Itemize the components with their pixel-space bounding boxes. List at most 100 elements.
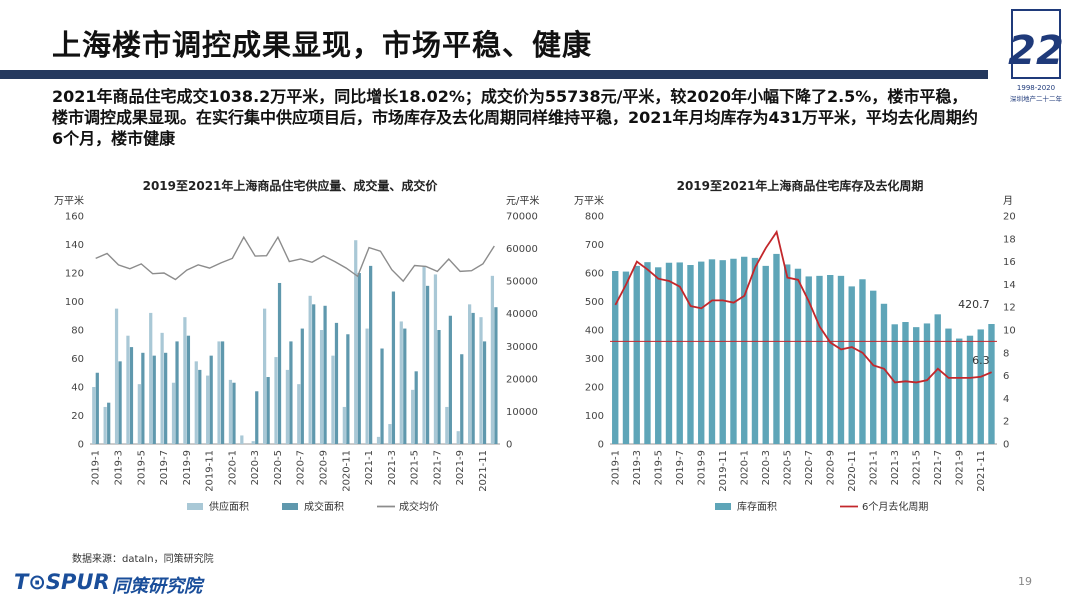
anniversary-logo: 22 1998-2020 深圳地产二十二年 xyxy=(1008,9,1064,103)
c1-bar xyxy=(171,382,176,444)
c2-right-tick: 14 xyxy=(1003,280,1016,291)
c2-x-tick: 2020-3 xyxy=(761,450,772,485)
c1-legend-label: 成交面积 xyxy=(304,500,344,513)
c2-bar xyxy=(633,265,640,445)
c2-bar xyxy=(730,258,737,444)
c1-bar xyxy=(323,305,327,444)
c1-x-tick: 2020-9 xyxy=(318,450,329,485)
c2-left-tick: 800 xyxy=(585,212,604,223)
c1-bar xyxy=(297,384,301,444)
data-source-note: 数据来源：dataln，同策研究院 xyxy=(72,554,214,565)
c1-bar xyxy=(319,330,324,444)
c1-x-tick: 2021-3 xyxy=(387,450,398,485)
c1-left-tick: 120 xyxy=(65,269,84,280)
c1-x-tick: 2020-5 xyxy=(273,450,284,485)
c2-bar xyxy=(870,290,877,444)
inventory-cycle-chart: 万平米 月 0 100 200 300 400 500 600 700 800 0 2 4 6 8 10 12 14… xyxy=(574,194,1016,513)
c2-legend-label: 库存面积 xyxy=(737,500,777,513)
brand-name: 同策研究院 xyxy=(112,576,202,597)
c1-bar xyxy=(490,275,495,444)
c2-bar xyxy=(665,262,673,444)
c2-left-unit: 万平米 xyxy=(574,194,604,207)
c1-bar xyxy=(220,341,225,444)
c1-bar xyxy=(456,431,460,444)
c1-bar xyxy=(331,355,335,444)
c1-x-tick: 2020-1 xyxy=(227,450,238,485)
c1-x-tick: 2020-7 xyxy=(296,450,307,485)
c1-legend-swatch xyxy=(187,503,203,510)
c1-left-tick: 0 xyxy=(78,440,84,451)
c1-bar xyxy=(334,322,339,445)
c2-bar xyxy=(827,275,834,444)
c2-right-tick: 4 xyxy=(1003,394,1009,405)
c2-bar xyxy=(644,262,651,444)
c1-bar xyxy=(460,354,464,444)
c1-right-tick: 20000 xyxy=(506,374,538,385)
logo-caption: 深圳地产二十二年 xyxy=(1010,94,1063,103)
c1-x-tick: 2021-1 xyxy=(364,450,375,485)
c1-bar xyxy=(164,352,168,444)
c1-bar xyxy=(380,348,384,444)
c2-bar xyxy=(751,257,759,444)
c1-bar xyxy=(228,379,233,445)
c1-bar xyxy=(369,265,373,445)
c2-bar xyxy=(676,262,683,444)
c1-bar xyxy=(365,328,369,444)
c1-x-tick: 2019-3 xyxy=(113,450,124,485)
c1-bar xyxy=(300,328,304,444)
c1-bar xyxy=(186,335,191,444)
c2-left-tick: 0 xyxy=(598,440,604,451)
c1-bar xyxy=(422,265,426,445)
c2-x-tick: 2020-9 xyxy=(825,450,836,485)
c1-bar xyxy=(137,384,141,444)
c1-x-tick: 2019-9 xyxy=(182,450,193,485)
c1-bar xyxy=(308,295,312,444)
c1-left-tick: 100 xyxy=(65,297,84,308)
c1-x-tick: 2021-11 xyxy=(478,450,489,492)
c1-x-tick: 2019-7 xyxy=(159,450,170,485)
c2-x-tick: 2021-7 xyxy=(933,450,944,485)
c2-bar xyxy=(741,256,748,444)
c1-bar xyxy=(411,389,415,444)
c1-bar xyxy=(482,341,487,444)
c1-right-tick: 0 xyxy=(506,440,512,451)
c1-bar xyxy=(285,369,290,444)
c1-bar xyxy=(312,304,316,444)
c1-bar xyxy=(175,341,179,444)
c2-left-tick: 400 xyxy=(585,326,604,337)
c1-right-tick: 70000 xyxy=(506,212,538,223)
c1-bar xyxy=(118,361,122,444)
c2-right-tick: 0 xyxy=(1003,440,1009,451)
c1-x-tick: 2019-1 xyxy=(91,450,102,485)
c1-bar xyxy=(209,355,213,444)
c1-bar xyxy=(479,317,483,444)
c1-bar xyxy=(399,321,403,444)
c1-bar xyxy=(289,341,293,444)
c2-bar xyxy=(934,314,941,444)
c2-bar xyxy=(859,279,866,444)
c2-bar xyxy=(719,260,726,444)
c1-bar xyxy=(425,285,430,444)
c2-x-tick: 2021-1 xyxy=(868,450,879,485)
chart2-title: 2019至2021年上海商品住宅库存及去化周期 xyxy=(676,179,924,193)
c2-x-tick: 2021-9 xyxy=(954,450,965,485)
svg-text:22: 22 xyxy=(1008,28,1064,74)
c2-right-tick: 10 xyxy=(1003,326,1016,337)
c1-bar xyxy=(468,304,472,444)
c1-bar xyxy=(388,424,392,444)
page-number: 19 xyxy=(1018,575,1032,588)
c1-bar xyxy=(471,312,475,444)
c2-x-tick: 2019-5 xyxy=(653,450,664,485)
c1-bar xyxy=(403,328,407,444)
c1-bar xyxy=(255,391,259,444)
c1-bar xyxy=(152,355,156,444)
c1-bar xyxy=(354,240,358,444)
c2-bar xyxy=(698,261,705,444)
c2-bar xyxy=(805,276,812,444)
c1-x-tick: 2020-11 xyxy=(341,450,352,492)
c1-bar xyxy=(183,317,187,444)
c1-bar xyxy=(251,441,255,444)
c2-bar xyxy=(988,324,995,444)
c2-bar xyxy=(923,323,931,444)
c2-bar xyxy=(956,338,963,444)
